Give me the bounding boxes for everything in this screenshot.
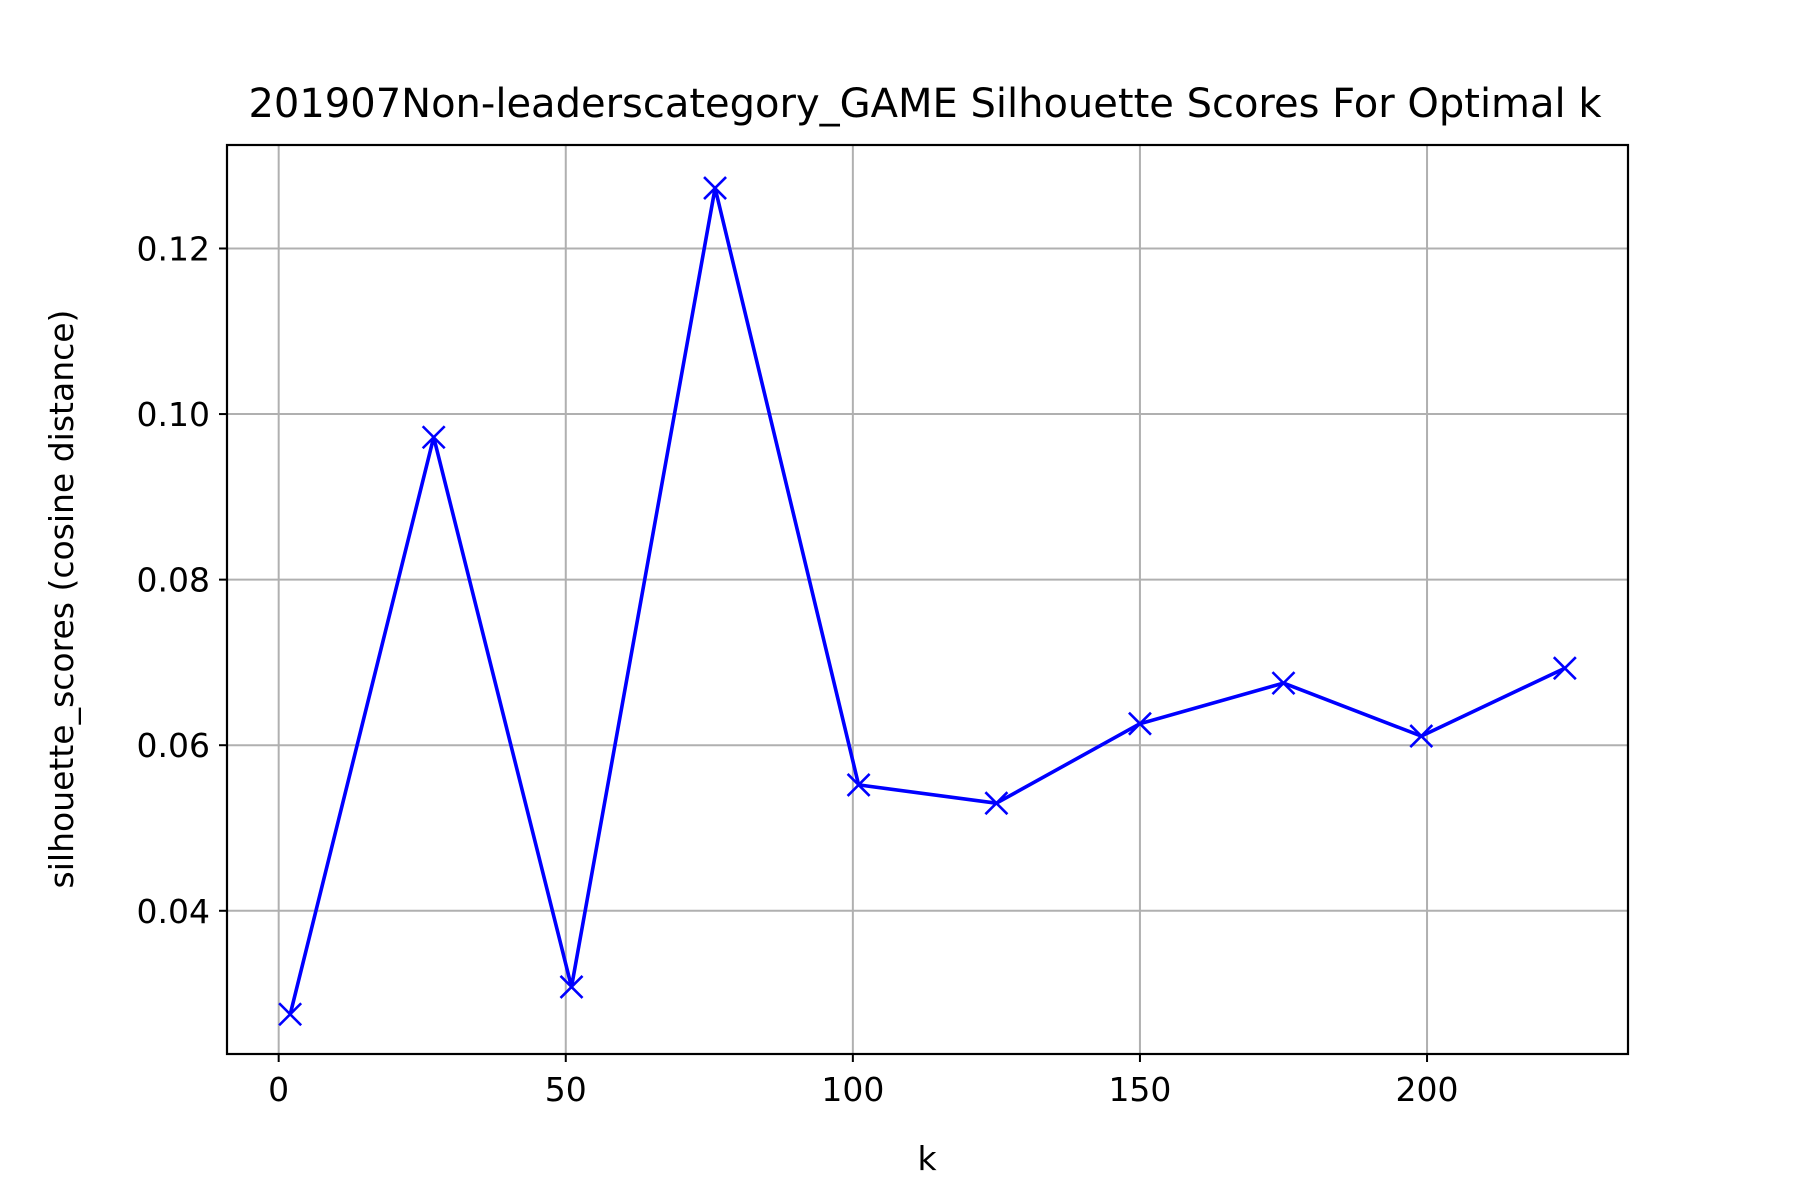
ticks: 0 50 100 150 200 0.04 0.06 0.08 0.10 0.12 <box>137 229 1459 1109</box>
x-tick-label: 150 <box>1108 1070 1171 1109</box>
series-layer <box>278 176 1577 1027</box>
data-point-marker <box>421 425 446 450</box>
x-tick-label: 50 <box>545 1070 587 1109</box>
y-tick-label: 0.10 <box>137 395 210 434</box>
series-line <box>288 186 1566 1015</box>
data-point-marker <box>1128 711 1152 736</box>
chart-title: 201907Non-leaderscategory_GAME Silhouett… <box>248 81 1602 127</box>
data-point-marker <box>278 1002 303 1027</box>
data-point-marker <box>1552 656 1577 681</box>
data-point-marker <box>1409 724 1434 749</box>
y-axis-label: silhouette_scores (cosine distance) <box>42 310 81 889</box>
x-axis-label: k <box>917 1139 937 1178</box>
data-point-marker <box>1271 671 1296 696</box>
plot-area-frame <box>225 143 1630 1056</box>
data-point-marker <box>559 975 584 999</box>
x-tick-label: 0 <box>268 1070 289 1109</box>
data-point-marker <box>984 791 1009 816</box>
data-point-marker <box>846 773 871 797</box>
y-tick-label: 0.04 <box>137 892 210 931</box>
y-tick-label: 0.12 <box>137 229 210 268</box>
y-tick-label: 0.06 <box>137 726 210 765</box>
data-point-marker <box>703 176 727 200</box>
x-tick-label: 200 <box>1396 1070 1459 1109</box>
grid <box>227 145 1628 1054</box>
x-tick-label: 100 <box>821 1070 884 1109</box>
y-tick-label: 0.08 <box>137 561 210 600</box>
